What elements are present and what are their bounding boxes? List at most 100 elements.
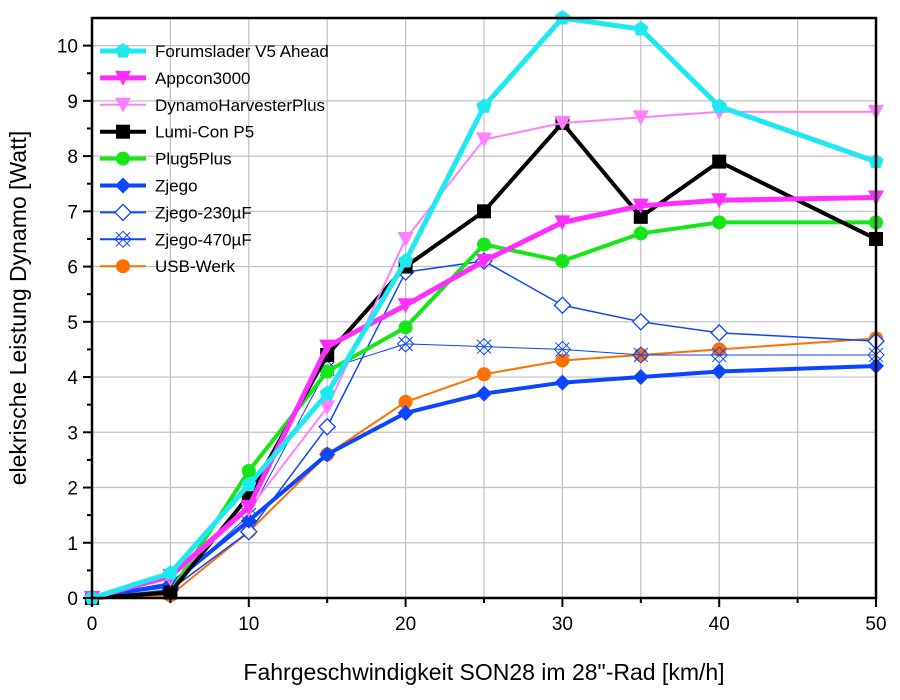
x-tick-label: 40 <box>709 614 730 635</box>
legend-item: Forumslader V5 Ahead <box>100 42 329 61</box>
x-axis-label: Fahrgeschwindigkeit SON28 im 28"-Rad [km… <box>243 659 724 685</box>
marker-cross <box>398 336 413 352</box>
crossed-diamond-marker <box>632 346 650 364</box>
pentagon-marker <box>162 565 178 580</box>
pentagon-marker <box>711 98 727 113</box>
circle-marker <box>116 151 130 166</box>
circle-marker <box>320 364 335 379</box>
pentagon-marker <box>633 21 649 36</box>
y-tick-label: 2 <box>67 479 78 500</box>
circle-marker <box>398 394 413 409</box>
x-tick-label: 0 <box>87 614 98 635</box>
x-tick-label: 20 <box>395 614 416 635</box>
x-tick-label: 10 <box>238 614 259 635</box>
open-diamond-marker <box>318 417 337 436</box>
legend-label: Zjego-470µF <box>155 230 252 249</box>
series-zjego <box>84 358 884 606</box>
crossed-diamond-marker <box>710 346 728 364</box>
circle-marker <box>116 259 130 274</box>
circle-marker <box>555 353 570 368</box>
crossed-diamond-marker <box>475 337 493 356</box>
square-marker <box>633 209 648 224</box>
diamond-marker <box>240 512 257 529</box>
circle-marker <box>633 226 648 241</box>
triangle-marker <box>711 193 728 209</box>
circle-marker <box>477 237 491 252</box>
legend-item: Plug5Plus <box>100 150 232 169</box>
marker-cross <box>633 347 649 363</box>
diamond-marker <box>397 404 414 421</box>
y-tick-label: 4 <box>67 368 78 389</box>
marker-diamond <box>632 346 650 364</box>
diamond-marker <box>476 385 492 402</box>
pentagon-marker <box>398 253 414 268</box>
y-tick-label: 0 <box>67 589 78 610</box>
circle-marker <box>241 463 256 478</box>
triangle-marker <box>115 70 131 86</box>
triangle-marker <box>115 97 131 113</box>
open-diamond-marker <box>710 323 729 342</box>
legend-item: Lumi-Con P5 <box>100 123 254 142</box>
diamond-marker <box>554 374 571 391</box>
open-diamond-marker <box>239 522 258 541</box>
legend-item: USB-Werk <box>100 257 235 276</box>
triangle-marker <box>319 400 336 416</box>
x-tick-label: 30 <box>552 614 573 635</box>
y-axis-label: elekrische Leistung Dynamo [Watt] <box>5 131 31 486</box>
crossed-diamond-marker <box>396 335 415 353</box>
marker-cross <box>555 342 570 357</box>
marker-cross <box>476 339 492 355</box>
triangle-marker <box>319 339 336 355</box>
y-tick-label: 7 <box>67 202 78 223</box>
marker-diamond <box>553 340 572 359</box>
marker-cross <box>115 231 131 247</box>
legend-item: DynamoHarvesterPlus <box>100 96 325 115</box>
pentagon-marker <box>241 476 257 492</box>
triangle-marker <box>397 298 414 314</box>
legend-label: Lumi-Con P5 <box>155 123 254 142</box>
crossed-diamond-marker <box>553 340 572 359</box>
y-tick-label: 10 <box>57 37 78 58</box>
x-tick-label: 50 <box>865 614 886 635</box>
y-tick-label: 8 <box>67 147 78 168</box>
legend-item: Zjego <box>100 177 198 196</box>
legend-label: DynamoHarvesterPlus <box>155 96 325 115</box>
circle-marker <box>712 342 727 357</box>
marker-diamond <box>475 337 493 356</box>
legend-label: Forumslader V5 Ahead <box>155 42 329 61</box>
open-diamond-marker <box>553 296 572 315</box>
square-marker <box>116 124 130 139</box>
square-marker <box>477 204 491 219</box>
legend-label: Plug5Plus <box>155 150 232 169</box>
pentagon-marker <box>115 43 131 58</box>
triangle-marker <box>554 215 571 231</box>
legend-label: USB-Werk <box>155 257 235 276</box>
triangle-marker <box>632 110 649 126</box>
series-line <box>91 260 877 599</box>
triangle-marker <box>397 231 414 247</box>
legend-label: Zjego-230µF <box>155 203 252 222</box>
pentagon-marker <box>319 385 335 401</box>
series-line <box>91 337 877 599</box>
triangle-marker <box>476 132 492 148</box>
diamond-marker <box>711 363 728 380</box>
pentagon-marker <box>476 98 492 113</box>
triangle-marker <box>476 254 492 270</box>
marker-diamond <box>710 346 728 364</box>
triangle-marker <box>554 115 571 131</box>
square-marker <box>712 154 727 169</box>
open-diamond-marker <box>631 312 650 331</box>
legend-item: Zjego-470µF <box>100 230 252 249</box>
legend: Forumslader V5 Ahead Appcon3000 DynamoHarv… <box>100 42 329 276</box>
series-line <box>91 15 877 601</box>
y-tick-label: 1 <box>67 534 78 555</box>
circle-marker <box>712 215 727 230</box>
y-tick-label: 3 <box>67 423 78 444</box>
legend-item: Zjego-230µF <box>100 203 252 222</box>
circle-marker <box>398 320 413 335</box>
legend-label: Appcon3000 <box>155 69 250 88</box>
crossed-diamond-marker <box>114 230 132 249</box>
series-line <box>91 195 877 601</box>
legend-label: Zjego <box>155 177 198 196</box>
